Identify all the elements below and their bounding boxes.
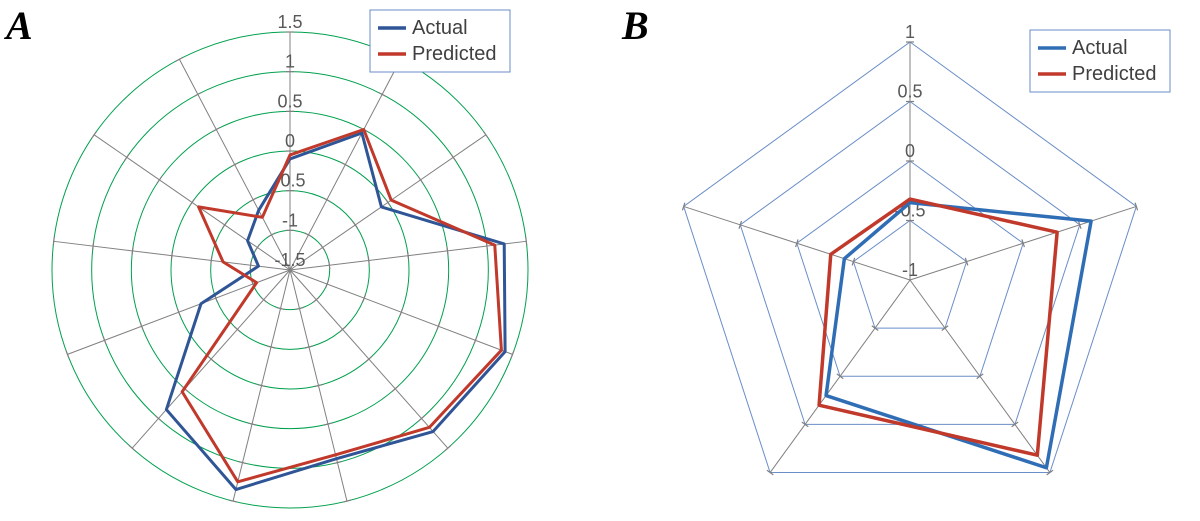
radar-chart-b: 10.50-0.5-1ActualPredicted: [620, 0, 1200, 521]
panel-b-label: B: [622, 2, 649, 49]
axis-tick-label: -1.5: [274, 250, 305, 270]
axis-tick-label: 0.5: [277, 91, 302, 111]
axis-tick-label: 1: [285, 52, 295, 72]
figure-container: A 1.510.50-0.5-1-1.5ActualPredicted B 10…: [0, 0, 1200, 521]
panel-a-label: A: [6, 2, 33, 49]
axis-tick-label: -1: [282, 210, 298, 230]
axis-tick-label: 0.5: [897, 82, 922, 102]
radar-chart-a: 1.510.50-0.5-1-1.5ActualPredicted: [0, 0, 620, 521]
series-predicted: [819, 199, 1057, 455]
legend-label: Predicted: [412, 43, 497, 65]
axis-tick-label: -1: [902, 260, 918, 280]
panel-a: A 1.510.50-0.5-1-1.5ActualPredicted: [0, 0, 620, 521]
axis-tick-label: 1: [905, 22, 915, 42]
series-actual: [826, 203, 1091, 468]
panel-b: B 10.50-0.5-1ActualPredicted: [620, 0, 1200, 521]
series-predicted: [182, 130, 501, 482]
legend-label: Actual: [1072, 37, 1128, 59]
series-actual: [166, 133, 505, 490]
legend-label: Predicted: [1072, 63, 1157, 85]
legend-label: Actual: [412, 17, 468, 39]
axis-tick-label: 0: [285, 131, 295, 151]
axis-tick-label: 1.5: [277, 12, 302, 32]
axis-tick-label: 0: [905, 141, 915, 161]
